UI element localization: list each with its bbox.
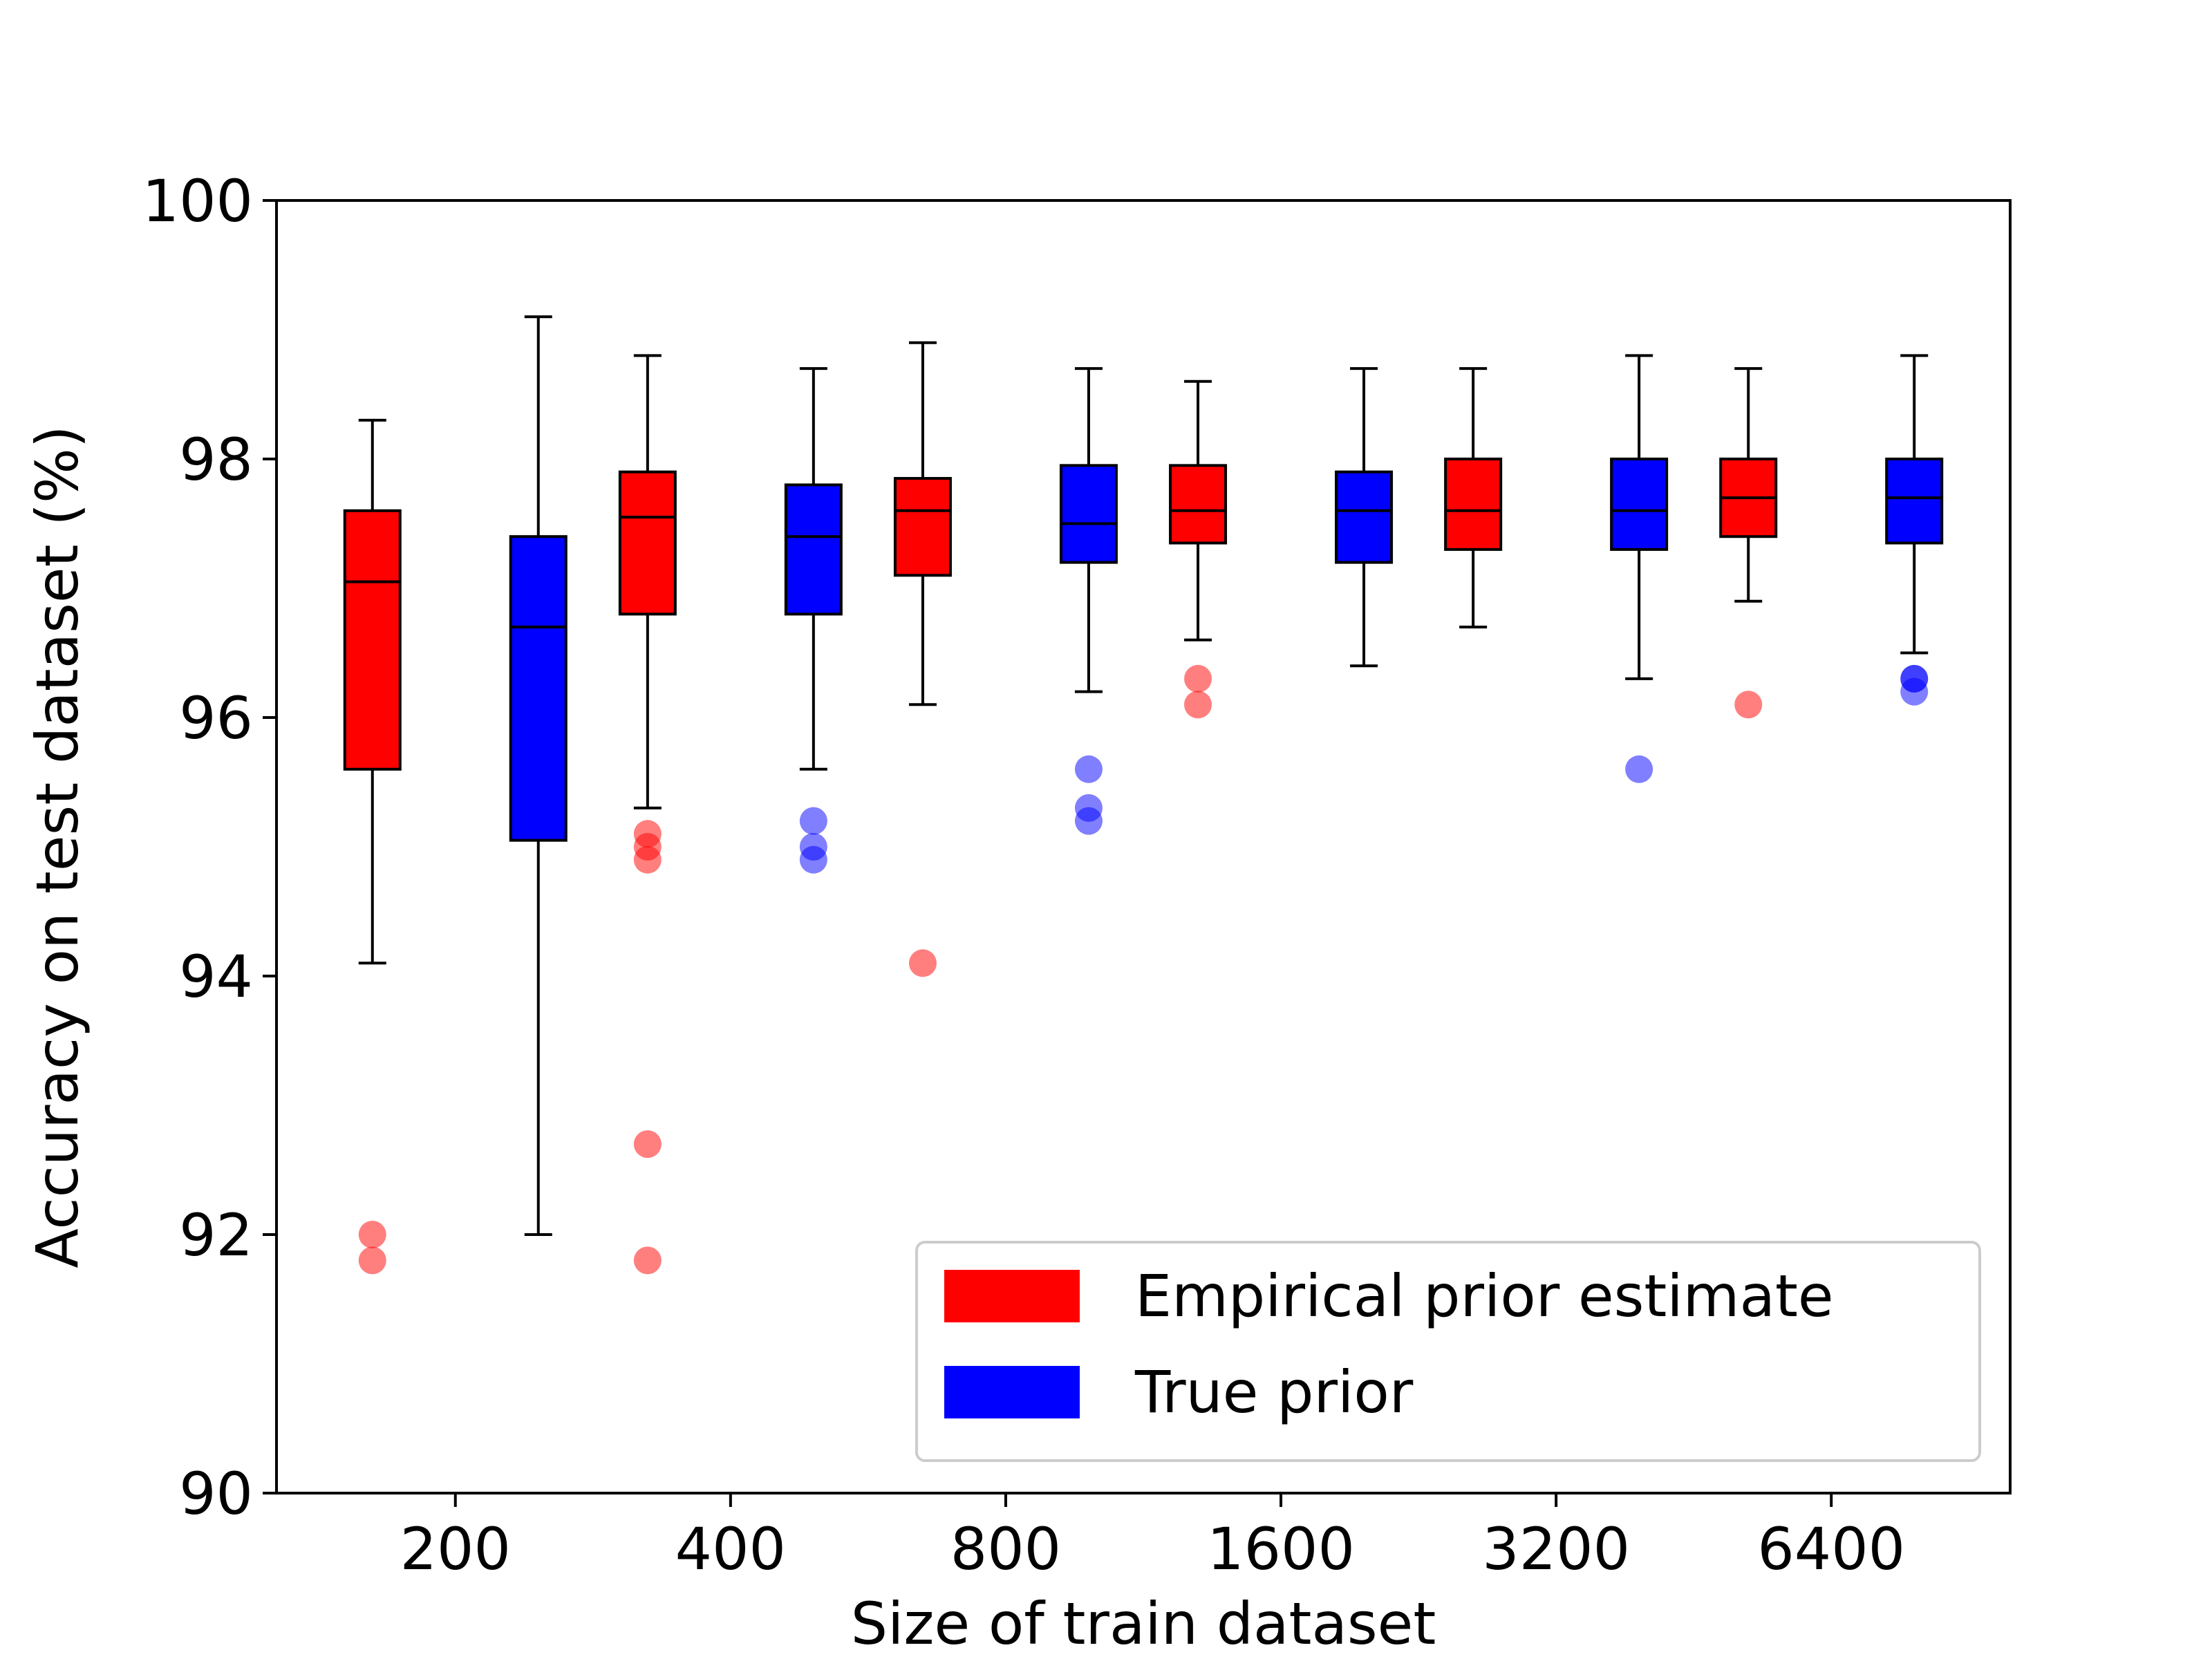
box-group [1610, 354, 1669, 680]
legend-label-empirical: Empirical prior estimate [1135, 1262, 1834, 1330]
legend-swatch-empirical [944, 1270, 1080, 1322]
x-tick-label: 200 [400, 1515, 511, 1583]
y-tick-label: 90 [179, 1460, 253, 1528]
x-tick-label: 6400 [1757, 1515, 1905, 1583]
outlier-point [633, 845, 662, 874]
outlier-point [1900, 677, 1929, 706]
plot-frame [275, 199, 2012, 1494]
box-iqr [509, 535, 568, 842]
box-group [509, 315, 568, 1236]
outlier-point [908, 949, 937, 977]
outliers-layer [358, 664, 1929, 1275]
box-iqr [1610, 458, 1669, 551]
box-iqr [343, 509, 402, 771]
box-iqr [893, 477, 952, 577]
box-group [1719, 367, 1778, 603]
boxes-layer [343, 315, 1944, 1236]
box-iqr [1444, 458, 1503, 551]
outlier-point [799, 807, 827, 835]
x-tick-label: 800 [950, 1515, 1061, 1583]
outlier-point [1074, 755, 1103, 783]
box-iqr [1885, 458, 1944, 545]
x-tick-label: 1600 [1207, 1515, 1355, 1583]
box-group [1335, 367, 1394, 668]
legend-label-true-prior: True prior [1134, 1358, 1414, 1426]
x-axis-label: Size of train dataset [851, 1590, 1436, 1658]
y-tick-label: 98 [179, 426, 253, 494]
legend-frame [915, 1241, 1981, 1462]
outlier-point [1184, 664, 1212, 693]
outlier-point [1734, 691, 1763, 719]
box-group [1885, 354, 1944, 655]
y-tick-label: 100 [142, 167, 253, 235]
x-axis: 200 400 800 1600 3200 6400 [400, 1493, 1905, 1583]
x-tick-label: 3200 [1482, 1515, 1630, 1583]
y-axis: 90 92 94 96 98 100 [142, 167, 276, 1528]
outlier-point [1625, 755, 1653, 783]
outlier-point [358, 1221, 386, 1248]
box-group [343, 418, 402, 965]
box-iqr [1059, 464, 1118, 564]
box-group [893, 341, 952, 706]
box-iqr [784, 483, 843, 616]
outlier-point [633, 1130, 662, 1159]
box-group [784, 367, 843, 771]
legend: Empirical prior estimate True prior [915, 1241, 1981, 1462]
box-iqr [1335, 470, 1394, 564]
y-tick-label: 94 [179, 943, 253, 1011]
outlier-point [799, 845, 827, 874]
box-iqr [1169, 464, 1228, 545]
box-group [1059, 367, 1118, 693]
legend-swatch-true-prior [944, 1366, 1080, 1418]
box-group [618, 354, 677, 809]
x-tick-label: 400 [675, 1515, 786, 1583]
outlier-point [1184, 691, 1212, 719]
y-tick-label: 96 [179, 684, 253, 752]
outlier-point [358, 1246, 386, 1275]
box-group [1444, 367, 1503, 629]
y-axis-label: Accuracy on test dataset (%) [24, 425, 91, 1268]
box-iqr [618, 470, 677, 616]
box-group [1169, 379, 1228, 641]
outlier-point [633, 1246, 662, 1275]
outlier-point [1074, 807, 1103, 835]
y-tick-label: 92 [179, 1201, 253, 1269]
